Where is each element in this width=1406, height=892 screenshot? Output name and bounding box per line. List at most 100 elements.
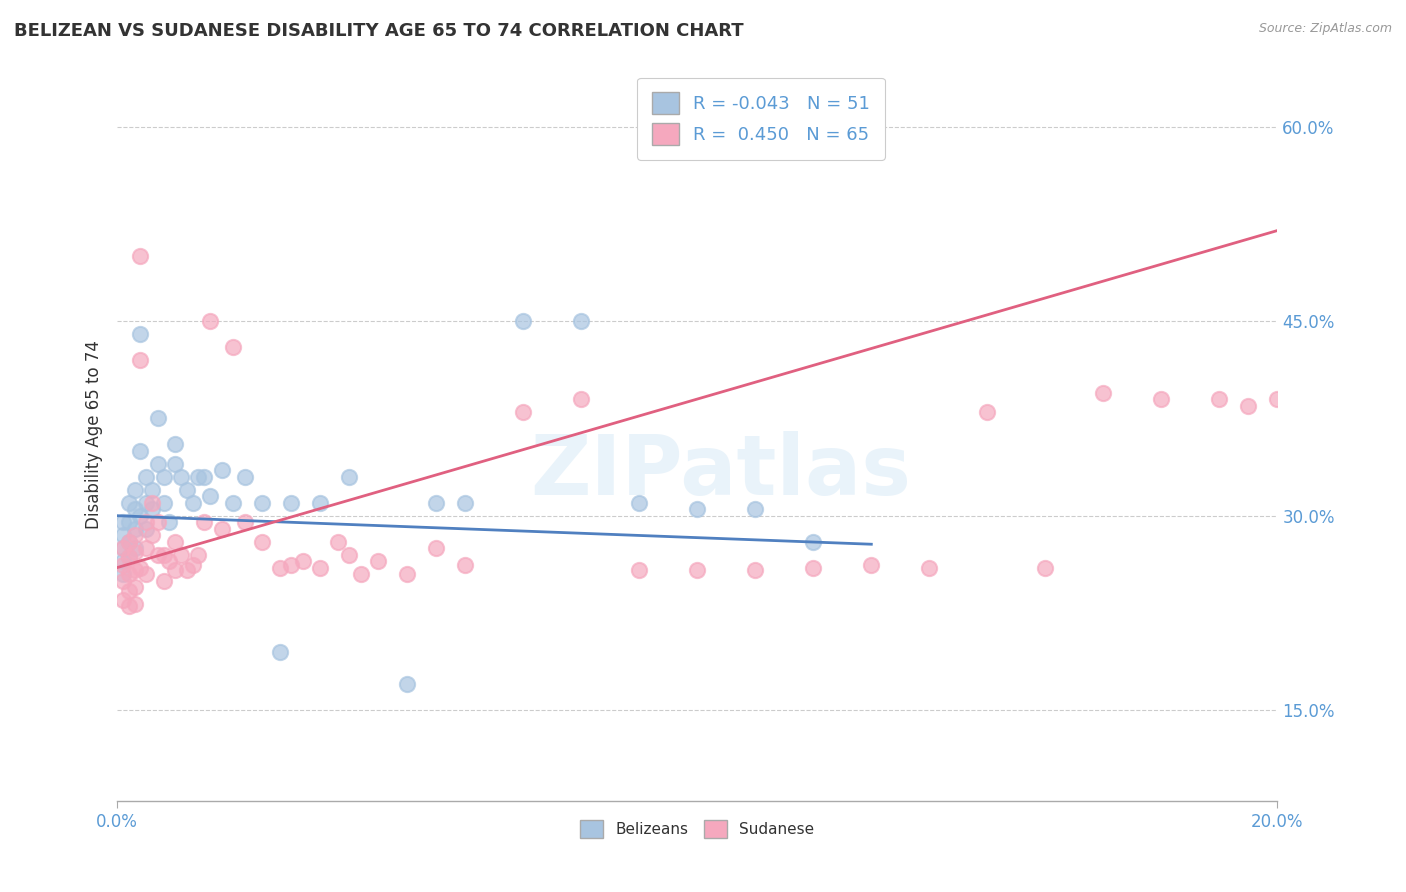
Point	[111, 558, 134, 572]
Point	[1150, 392, 1173, 406]
Point	[181, 496, 204, 510]
Point	[233, 470, 256, 484]
Point	[176, 483, 198, 497]
Point	[350, 567, 373, 582]
Point	[976, 405, 998, 419]
Point	[141, 502, 163, 516]
Point	[309, 560, 332, 574]
Point	[628, 563, 651, 577]
Point	[146, 457, 169, 471]
Point	[146, 548, 169, 562]
Point	[157, 554, 180, 568]
Point	[124, 522, 146, 536]
Point	[124, 541, 146, 555]
Point	[1092, 385, 1115, 400]
Point	[1033, 560, 1056, 574]
Point	[141, 528, 163, 542]
Point	[250, 534, 273, 549]
Point	[211, 463, 233, 477]
Point	[152, 574, 174, 588]
Point	[152, 548, 174, 562]
Point	[118, 550, 141, 565]
Point	[146, 411, 169, 425]
Point	[111, 541, 134, 555]
Text: BELIZEAN VS SUDANESE DISABILITY AGE 65 TO 74 CORRELATION CHART: BELIZEAN VS SUDANESE DISABILITY AGE 65 T…	[14, 22, 744, 40]
Point	[454, 558, 477, 572]
Point	[146, 515, 169, 529]
Point	[454, 496, 477, 510]
Point	[569, 392, 592, 406]
Point	[918, 560, 941, 574]
Point	[628, 496, 651, 510]
Point	[111, 528, 134, 542]
Point	[181, 558, 204, 572]
Point	[118, 496, 141, 510]
Point	[135, 496, 157, 510]
Point	[165, 457, 187, 471]
Point	[124, 563, 146, 577]
Point	[165, 534, 187, 549]
Point	[135, 567, 157, 582]
Point	[187, 470, 209, 484]
Point	[250, 496, 273, 510]
Point	[337, 548, 360, 562]
Point	[124, 597, 146, 611]
Point	[211, 522, 233, 536]
Point	[124, 580, 146, 594]
Point	[129, 443, 152, 458]
Point	[129, 508, 152, 523]
Point	[198, 489, 221, 503]
Point	[118, 583, 141, 598]
Y-axis label: Disability Age 65 to 74: Disability Age 65 to 74	[86, 340, 103, 529]
Point	[744, 563, 766, 577]
Point	[118, 515, 141, 529]
Point	[124, 483, 146, 497]
Point	[157, 515, 180, 529]
Point	[425, 541, 447, 555]
Point	[124, 545, 146, 559]
Point	[111, 574, 134, 588]
Point	[176, 563, 198, 577]
Point	[686, 502, 709, 516]
Point	[291, 554, 314, 568]
Point	[396, 567, 419, 582]
Point	[118, 534, 141, 549]
Point	[165, 563, 187, 577]
Point	[512, 314, 534, 328]
Point	[141, 496, 163, 510]
Point	[141, 483, 163, 497]
Point	[129, 560, 152, 574]
Point	[118, 534, 141, 549]
Point	[129, 353, 152, 368]
Point	[118, 567, 141, 582]
Point	[111, 567, 134, 582]
Point	[309, 496, 332, 510]
Point	[326, 534, 349, 549]
Point	[269, 645, 291, 659]
Point	[135, 522, 157, 536]
Point	[425, 496, 447, 510]
Point	[1237, 399, 1260, 413]
Point	[801, 534, 824, 549]
Point	[135, 515, 157, 529]
Point	[396, 677, 419, 691]
Point	[569, 314, 592, 328]
Point	[233, 515, 256, 529]
Point	[269, 560, 291, 574]
Point	[118, 550, 141, 565]
Point	[187, 548, 209, 562]
Point	[193, 515, 215, 529]
Point	[111, 593, 134, 607]
Point	[135, 470, 157, 484]
Point	[744, 502, 766, 516]
Point	[135, 541, 157, 555]
Point	[280, 558, 302, 572]
Point	[1267, 392, 1289, 406]
Point	[129, 327, 152, 342]
Point	[170, 548, 193, 562]
Legend: Belizeans, Sudanese: Belizeans, Sudanese	[574, 814, 820, 845]
Point	[367, 554, 389, 568]
Point	[1208, 392, 1230, 406]
Point	[111, 515, 134, 529]
Point	[129, 250, 152, 264]
